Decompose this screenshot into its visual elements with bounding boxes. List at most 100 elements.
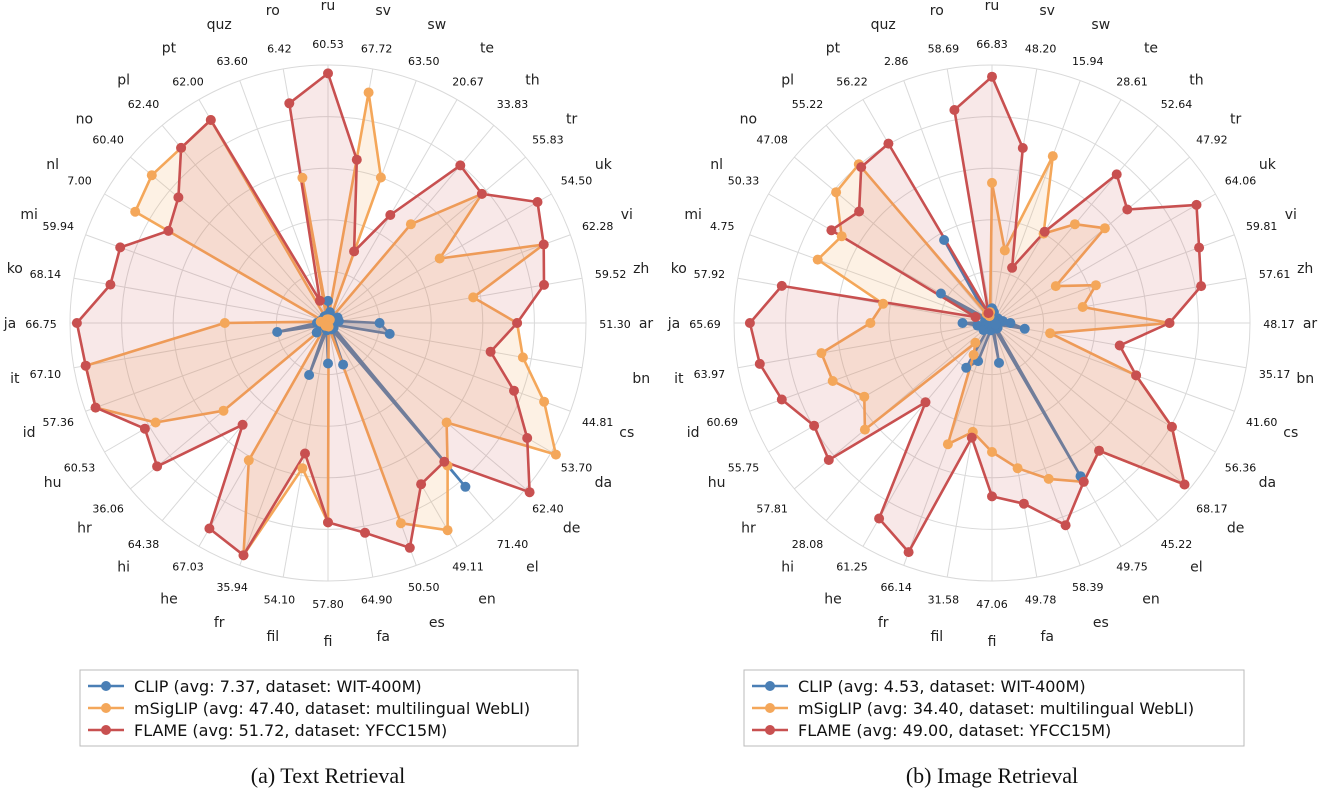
category-label: de xyxy=(563,520,581,536)
category-label: th xyxy=(1189,72,1203,88)
data-point xyxy=(404,542,415,553)
data-point xyxy=(219,318,230,328)
data-point xyxy=(80,360,91,371)
category-label: hi xyxy=(117,560,130,576)
data-point xyxy=(243,455,254,466)
data-point xyxy=(416,479,427,490)
value-label: 58.39 xyxy=(1072,581,1104,594)
spoke xyxy=(825,322,993,521)
data-point xyxy=(1077,302,1088,312)
spoke xyxy=(130,156,329,324)
data-point xyxy=(1099,223,1110,234)
value-label: 35.94 xyxy=(216,581,248,594)
data-point xyxy=(1045,328,1056,339)
category-label: pl xyxy=(781,72,794,88)
category-label: fi xyxy=(324,634,333,650)
data-point xyxy=(139,423,150,434)
category-label: es xyxy=(1093,615,1109,631)
category-label: tr xyxy=(566,112,577,128)
legend-clip-b: CLIP (avg: 4.53, dataset: WIT-400M) xyxy=(798,677,1086,696)
category-label: sw xyxy=(427,17,446,33)
category-label: no xyxy=(76,112,93,128)
category-label: vi xyxy=(621,207,633,223)
category-label: hu xyxy=(708,475,726,491)
value-label: 53.70 xyxy=(561,462,593,475)
data-point xyxy=(831,187,842,198)
value-label: 55.22 xyxy=(792,98,824,111)
category-label: uk xyxy=(595,157,613,173)
value-label: 62.00 xyxy=(172,76,204,89)
value-label: 44.81 xyxy=(582,416,614,429)
data-point xyxy=(384,328,395,339)
data-point xyxy=(150,417,161,428)
data-point xyxy=(1019,323,1030,334)
data-point xyxy=(90,402,101,413)
data-point xyxy=(812,254,823,265)
data-point xyxy=(385,210,396,220)
data-point xyxy=(1179,479,1190,490)
category-label: ro xyxy=(930,3,944,19)
category-label: fa xyxy=(376,629,390,645)
category-label: it xyxy=(10,371,20,387)
category-label: ru xyxy=(321,0,336,14)
legend-flame-b: FLAME (avg: 49.00, dataset: YFCC15M) xyxy=(798,721,1111,740)
category-label: hi xyxy=(781,560,794,576)
data-point xyxy=(1166,421,1177,432)
value-label: 67.72 xyxy=(361,42,393,55)
data-point xyxy=(1196,281,1207,292)
data-point xyxy=(961,362,972,373)
value-label: 57.61 xyxy=(1259,268,1291,281)
category-label: de xyxy=(1227,520,1245,536)
data-point xyxy=(983,308,994,319)
data-point xyxy=(1114,340,1125,351)
data-point xyxy=(439,456,450,467)
legend-image-retrieval: CLIP (avg: 4.53, dataset: WIT-400M) mSig… xyxy=(743,669,1245,747)
data-point xyxy=(455,160,466,171)
value-label: 56.36 xyxy=(1225,462,1257,475)
data-point xyxy=(539,279,549,290)
category-label: ar xyxy=(1303,316,1318,332)
data-point xyxy=(468,292,479,303)
data-point xyxy=(71,318,82,328)
value-label: 66.14 xyxy=(880,581,912,594)
data-point xyxy=(323,517,333,528)
category-label: fr xyxy=(214,615,225,631)
spoke xyxy=(749,234,993,324)
data-point xyxy=(311,327,322,338)
data-point xyxy=(524,487,535,498)
value-label: 60.40 xyxy=(92,134,124,147)
data-point xyxy=(949,105,960,115)
data-point xyxy=(987,177,997,188)
value-label: 59.94 xyxy=(43,220,75,233)
data-point xyxy=(441,417,452,428)
category-label: te xyxy=(480,41,494,57)
data-point xyxy=(776,394,787,405)
data-point xyxy=(1060,520,1071,531)
category-label: en xyxy=(1142,591,1160,607)
data-point xyxy=(237,419,248,430)
spoke xyxy=(85,322,329,412)
category-label: mi xyxy=(684,207,702,223)
spoke xyxy=(991,193,1216,324)
data-point xyxy=(204,523,215,534)
category-label: quz xyxy=(871,17,896,33)
spoke xyxy=(991,322,1190,490)
caption-text-retrieval: (a) Text Retrieval xyxy=(251,763,405,788)
category-label: nl xyxy=(46,157,59,173)
category-label: id xyxy=(687,425,700,441)
category-label: ko xyxy=(7,261,23,277)
spoke xyxy=(737,322,993,369)
value-label: 62.40 xyxy=(532,503,564,516)
category-label: ru xyxy=(985,0,1000,14)
value-label: 41.60 xyxy=(1246,416,1278,429)
category-label: mi xyxy=(20,207,38,223)
data-point xyxy=(460,481,471,492)
spoke xyxy=(991,99,1122,324)
category-label: zh xyxy=(633,261,649,277)
value-label: 62.28 xyxy=(582,220,614,233)
category-label: fil xyxy=(266,629,279,645)
value-label: 48.20 xyxy=(1025,42,1057,55)
data-point xyxy=(903,547,914,558)
